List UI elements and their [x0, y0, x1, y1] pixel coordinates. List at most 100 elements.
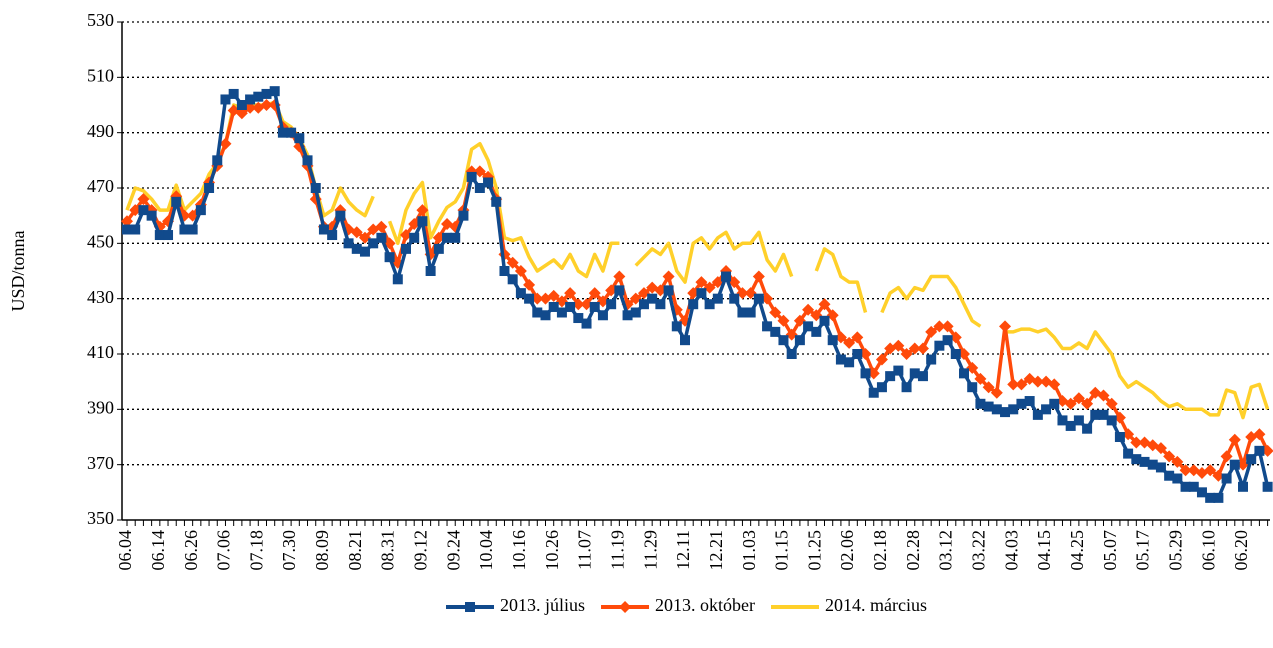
- legend-marker: [619, 601, 632, 613]
- point-marker: [368, 238, 379, 249]
- x-tick-label: 09.24: [443, 530, 463, 571]
- point-marker: [744, 287, 757, 300]
- point-marker: [926, 354, 937, 365]
- point-marker: [555, 295, 568, 308]
- point-marker: [171, 196, 182, 207]
- point-marker: [728, 276, 741, 289]
- point-marker: [688, 299, 699, 310]
- point-marker: [294, 133, 305, 144]
- point-marker: [934, 340, 945, 351]
- x-tick-label: 04.15: [1034, 530, 1054, 571]
- point-marker: [277, 127, 288, 138]
- point-marker: [375, 220, 388, 233]
- point-marker: [892, 339, 905, 352]
- point-marker: [1130, 436, 1143, 449]
- point-marker: [827, 335, 838, 346]
- point-marker: [712, 293, 723, 304]
- point-marker: [408, 217, 421, 230]
- point-marker: [859, 348, 872, 360]
- y-tick-label: 530: [87, 10, 114, 30]
- point-marker: [999, 320, 1012, 333]
- point-marker: [729, 293, 740, 304]
- point-marker: [1123, 448, 1134, 459]
- point-marker: [959, 368, 969, 379]
- point-marker: [614, 285, 625, 296]
- point-marker: [942, 335, 953, 346]
- point-marker: [982, 381, 995, 394]
- x-tick-label: 06.10: [1198, 530, 1218, 571]
- point-marker: [1048, 378, 1061, 391]
- point-marker: [417, 216, 428, 227]
- y-tick-label: 350: [87, 508, 114, 528]
- point-marker: [908, 342, 921, 355]
- point-marker: [843, 336, 856, 349]
- point-marker: [810, 309, 823, 322]
- point-marker: [1073, 415, 1084, 426]
- point-marker: [187, 224, 198, 235]
- x-tick-label: 08.31: [378, 530, 398, 571]
- point-marker: [1237, 458, 1249, 471]
- legend-item: 2013. július: [446, 595, 585, 615]
- point-marker: [1139, 456, 1150, 467]
- point-marker: [794, 335, 805, 346]
- point-marker: [1180, 481, 1191, 492]
- point-marker: [654, 284, 667, 297]
- point-marker: [1024, 396, 1035, 407]
- legend-label: 2014. március: [825, 595, 927, 615]
- legend-item: 2014. március: [771, 595, 927, 615]
- point-marker: [1016, 398, 1027, 409]
- point-marker: [835, 354, 846, 365]
- point-marker: [1065, 420, 1076, 431]
- point-marker: [138, 205, 149, 216]
- point-marker: [761, 292, 774, 305]
- point-marker: [515, 288, 526, 299]
- y-tick-label: 390: [87, 397, 114, 417]
- x-tick-label: 07.06: [214, 530, 234, 571]
- point-marker: [1032, 409, 1043, 420]
- point-marker: [966, 361, 979, 374]
- point-marker: [432, 231, 445, 244]
- point-marker: [335, 210, 346, 221]
- point-marker: [392, 274, 403, 285]
- point-marker: [1220, 450, 1233, 463]
- point-marker: [893, 365, 904, 376]
- point-marker: [680, 335, 690, 346]
- point-marker: [507, 274, 518, 285]
- point-marker: [1106, 415, 1117, 426]
- point-marker: [704, 299, 715, 310]
- point-marker: [1261, 444, 1273, 457]
- point-marker: [1082, 423, 1093, 434]
- x-tick-label: 06.20: [1231, 530, 1251, 571]
- point-marker: [1213, 492, 1224, 503]
- point-marker: [917, 371, 928, 382]
- point-marker: [876, 382, 887, 393]
- point-marker: [163, 230, 174, 241]
- point-marker: [416, 204, 429, 217]
- point-marker: [696, 288, 707, 299]
- point-marker: [663, 285, 674, 296]
- point-marker: [1154, 442, 1167, 455]
- x-tick-label: 02.06: [837, 530, 857, 571]
- point-marker: [834, 331, 847, 344]
- point-marker: [1147, 459, 1158, 470]
- point-marker: [1253, 428, 1266, 441]
- point-marker: [785, 328, 798, 341]
- x-tick-label: 04.03: [1001, 530, 1021, 571]
- point-marker: [860, 368, 871, 379]
- y-tick-label: 410: [87, 342, 114, 362]
- point-marker: [777, 314, 790, 327]
- point-marker: [803, 321, 814, 332]
- point-marker: [1105, 397, 1118, 410]
- point-marker: [1031, 375, 1044, 388]
- point-marker: [532, 307, 543, 318]
- point-marker: [1097, 389, 1110, 402]
- x-tick-label: 11.07: [575, 530, 595, 570]
- x-tick-label: 12.11: [673, 530, 693, 570]
- point-marker: [802, 303, 815, 316]
- x-tick-label: 03.12: [936, 530, 956, 571]
- point-marker: [1090, 409, 1101, 420]
- point-marker: [967, 382, 978, 393]
- point-marker: [949, 331, 962, 344]
- point-marker: [400, 229, 412, 242]
- point-marker: [778, 335, 789, 346]
